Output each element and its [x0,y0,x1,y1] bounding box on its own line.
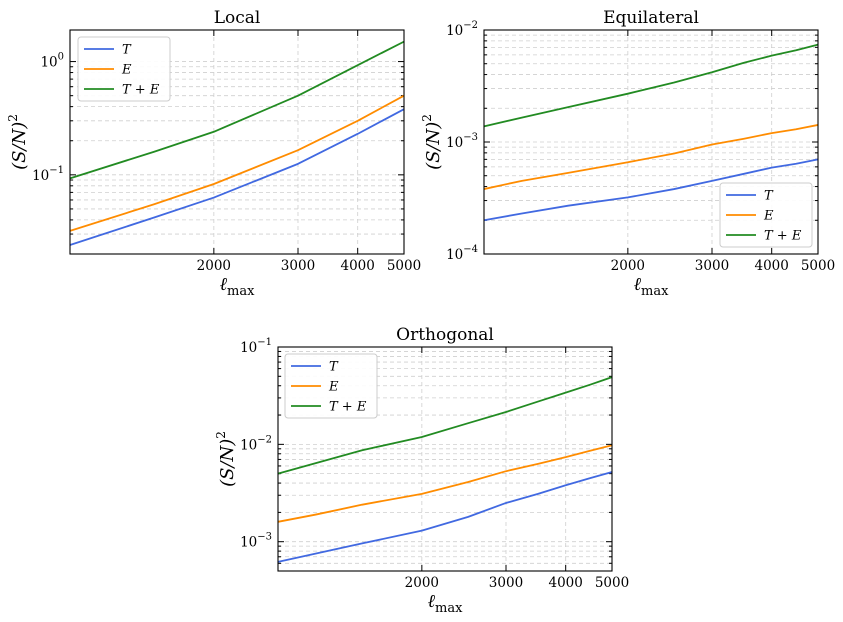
x-axis-label-sub: max [641,284,669,299]
y-axis-label: (S/N)2 [214,431,238,487]
legend-box [77,36,171,102]
series-line-t [69,108,405,246]
x-tick-label: 2000 [197,258,231,274]
x-tick-label: 4000 [755,258,789,274]
x-axis-label: ℓmax [428,591,464,616]
y-tick-base: 10 [446,247,463,263]
legend: TE T + E [284,353,378,419]
y-tick-label: 100 [40,52,64,71]
y-axis-label-main: (S/N) [217,439,238,487]
legend: TE T + E [719,182,813,248]
panel-title: Local [214,8,261,28]
y-tick-exponent: −3 [257,532,272,543]
y-tick-base: 10 [240,535,257,551]
x-tick-label: 5000 [801,258,835,274]
panel-title: Equilateral [603,8,699,28]
y-tick-base: 10 [240,437,257,453]
y-tick-label: 10−4 [446,244,478,263]
legend-box [719,182,813,248]
y-axis-label: (S/N)2 [6,114,30,170]
legend-label: T + E [122,83,160,98]
y-axis-label: (S/N)2 [420,114,444,170]
series-line-e [69,94,405,232]
y-tick-exponent: 0 [58,52,64,63]
legend: TE T + E [77,36,171,102]
y-tick-exponent: −1 [257,337,272,348]
series-line-t-plus-e [277,376,613,475]
legend-label: E [328,380,339,395]
x-axis-label: ℓmax [634,274,670,299]
series-line-t [277,471,613,563]
legend-label: T + E [329,400,367,415]
y-tick-base: 10 [240,340,257,356]
x-tick-label: 3000 [695,258,729,274]
legend-label: E [763,209,774,224]
series-line-t-plus-e [69,40,405,180]
y-axis-label-main: (S/N) [9,122,30,170]
x-tick-label: 2000 [611,258,645,274]
series-line-e [277,444,613,523]
y-tick-base: 10 [32,168,49,184]
panel-local: 2000 3000 4000 500010−1100Localℓmax(S/N)2TE… [6,8,421,299]
x-tick-label: 4000 [549,575,583,591]
plot-frame [277,346,613,572]
x-axis-label-main: ℓ [634,274,642,295]
y-tick-base: 10 [40,55,57,71]
y-tick-exponent: −2 [257,434,272,445]
legend-box [284,353,378,419]
x-axis-label-main: ℓ [220,274,228,295]
series-line-t [483,158,819,222]
panel-title: Orthogonal [396,325,494,345]
x-tick-label: 4000 [341,258,375,274]
x-tick-label: 5000 [595,575,629,591]
y-tick-label: 10−1 [240,337,272,356]
y-tick-label: 10−1 [32,165,64,184]
y-tick-exponent: −2 [463,20,478,31]
y-axis-label-sup: 2 [214,431,228,439]
y-tick-label: 10−2 [240,434,272,453]
y-tick-label: 10−3 [446,132,478,151]
y-tick-base: 10 [446,23,463,39]
y-tick-exponent: −3 [463,132,478,143]
series-line-t-plus-e [483,43,819,128]
x-axis-label: ℓmax [220,274,256,299]
y-axis-label-sup: 2 [6,114,20,122]
x-tick-label: 3000 [281,258,315,274]
x-axis-label-sub: max [435,601,463,616]
y-tick-label: 10−3 [240,532,272,551]
y-axis-label-main: (S/N) [423,122,444,170]
x-tick-label: 2000 [405,575,439,591]
y-tick-label: 10−2 [446,20,478,39]
legend-label: T [122,43,132,58]
legend-label: E [121,63,132,78]
x-tick-label: 5000 [387,258,421,274]
legend-label: T [764,189,774,204]
x-tick-label: 3000 [489,575,523,591]
x-axis-label-main: ℓ [428,591,436,612]
y-axis-label-sup: 2 [420,114,434,122]
series-line-e [483,124,819,190]
y-tick-exponent: −4 [463,244,478,255]
y-tick-exponent: −1 [49,165,64,176]
x-axis-label-sub: max [227,284,255,299]
plot-frame [69,29,405,255]
legend-label: T [329,360,339,375]
legend-label: T + E [764,229,802,244]
y-tick-base: 10 [446,135,463,151]
